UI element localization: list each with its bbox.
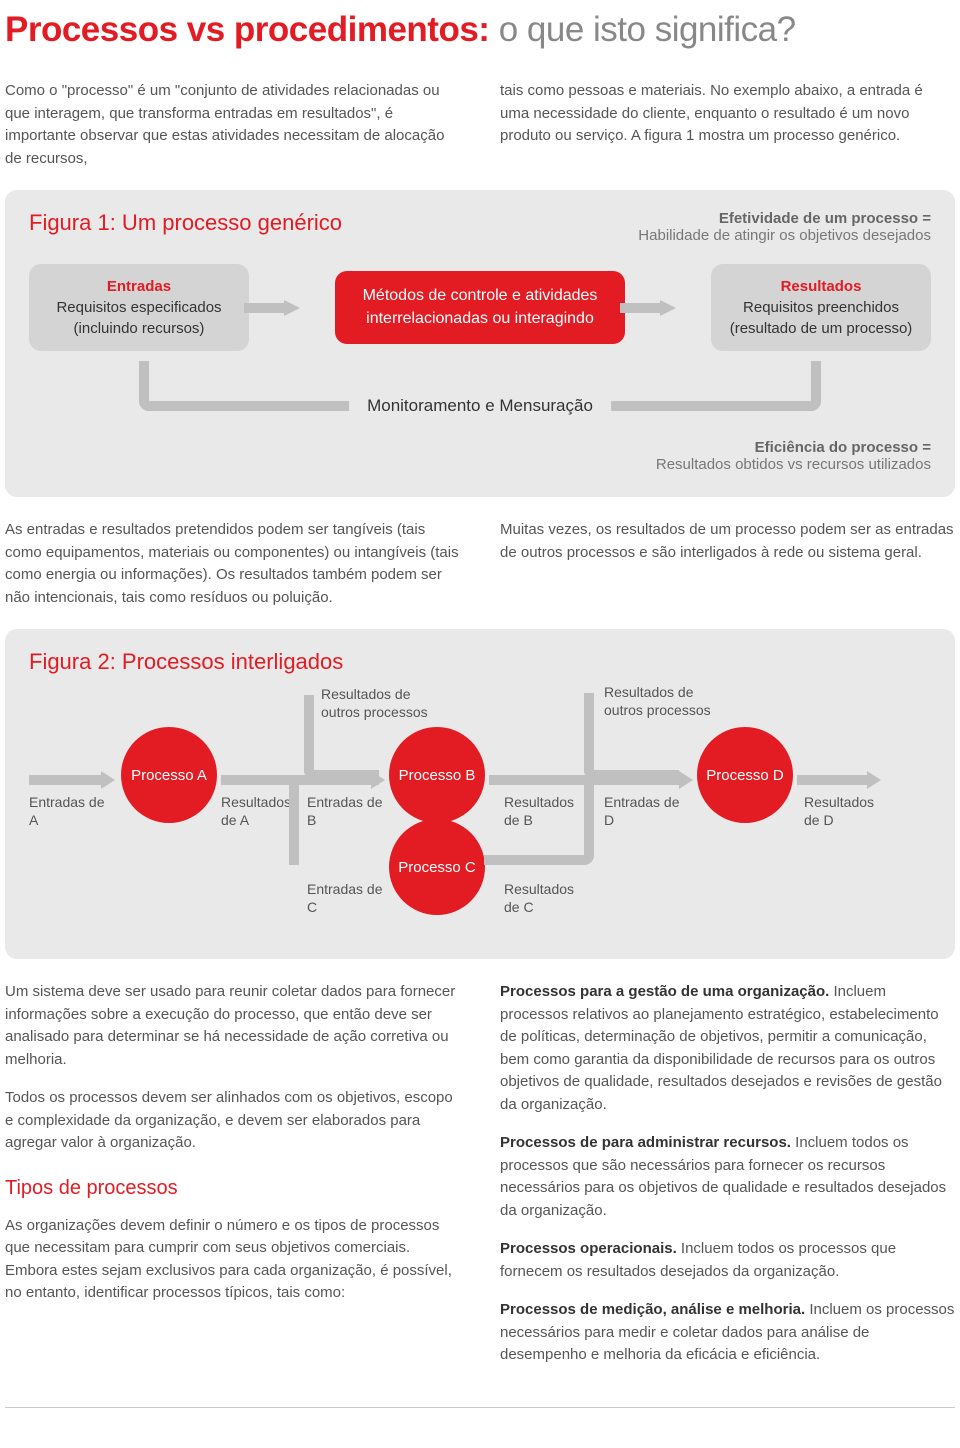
effectiveness-label: Efetividade de um processo = [638,210,931,227]
figure-1-flow: Entradas Requisitos especificados (inclu… [29,264,931,351]
figure-2-canvas: Resultados de outros processos Resultado… [29,685,931,935]
monitoring-bar: Monitoramento e Mensuração [29,351,931,421]
out-c-label: Resultados de C [504,880,589,916]
other-results-label-2: Resultados de outros processos [604,683,734,719]
inputs-header: Entradas [47,276,231,297]
in-a-label: Entradas de A [29,793,109,829]
figure-1-title: Figura 1: Um processo genérico [29,210,342,236]
body-p7: Processos de medição, análise e melhoria… [500,1299,955,1367]
effectiveness-desc: Habilidade de atingir os objetivos desej… [638,227,931,244]
title-rest: o que isto significa? [489,10,795,49]
intro-right: tais como pessoas e materiais. No exempl… [500,80,955,170]
body-p4: Processos para a gestão de uma organizaç… [500,981,955,1116]
arrow-icon [797,775,867,785]
body-p6: Processos operacionais. Incluem todos os… [500,1238,955,1283]
p4-lead: Processos para a gestão de uma organizaç… [500,983,829,1000]
section-heading-tipos: Tipos de processos [5,1173,460,1203]
intro-columns: Como o "processo" é um "conjunto de ativ… [5,80,955,170]
footer-rule [5,1407,955,1408]
other-results-label-1: Resultados de outros processos [321,685,451,721]
mid-columns: As entradas e resultados pretendidos pod… [5,519,955,609]
outputs-box: Resultados Requisitos preenchidos (resul… [711,264,931,351]
process-c-circle: Processo C [389,819,485,915]
arrow-icon [660,300,676,316]
outputs-header: Resultados [729,276,913,297]
body-p5: Processos de para administrar recursos. … [500,1132,955,1222]
mid-left: As entradas e resultados pretendidos pod… [5,519,460,609]
p7-lead: Processos de medição, análise e melhoria… [500,1301,805,1318]
inputs-box: Entradas Requisitos especificados (inclu… [29,264,249,351]
out-d-label: Resultados de D [804,793,889,829]
page-title: Processos vs procedimentos: o que isto s… [5,10,955,50]
process-d-circle: Processo D [697,727,793,823]
intro-left: Como o "processo" é um "conjunto de ativ… [5,80,460,170]
p4-text: Incluem processos relativos ao planejame… [500,983,942,1113]
figure-1: Figura 1: Um processo genérico Efetivida… [5,190,955,497]
outputs-desc: Requisitos preenchidos (resultado de um … [729,297,913,339]
body-p2: Todos os processos devem ser alinhados c… [5,1087,460,1155]
elbow-icon [289,775,379,865]
body-p1: Um sistema deve ser usado para reunir co… [5,981,460,1071]
title-red: Processos vs procedimentos: [5,10,489,49]
figure-1-effectiveness: Efetividade de um processo = Habilidade … [638,210,931,244]
arrow-icon [284,300,300,316]
mid-right: Muitas vezes, os resultados de um proces… [500,519,955,609]
in-c-label: Entradas de C [307,880,387,916]
p5-lead: Processos de para administrar recursos. [500,1134,791,1151]
body-p3: As organizações devem definir o número e… [5,1215,460,1305]
process-b-circle: Processo B [389,727,485,823]
efficiency-desc: Resultados obtidos vs recursos utilizado… [29,456,931,473]
figure-2-title: Figura 2: Processos interligados [29,649,931,675]
arrow-icon [29,775,101,785]
efficiency-label: Eficiência do processo = [29,439,931,456]
in-d-label: Entradas de D [604,793,684,829]
figure-1-efficiency: Eficiência do processo = Resultados obti… [29,439,931,473]
p6-lead: Processos operacionais. [500,1240,677,1257]
inputs-desc: Requisitos especificados (incluindo recu… [47,297,231,339]
process-a-circle: Processo A [121,727,217,823]
methods-box: Métodos de controle e atividades interre… [335,271,625,344]
figure-2: Figura 2: Processos interligados Resulta… [5,629,955,959]
monitoring-label: Monitoramento e Mensuração [349,396,611,416]
elbow-icon [484,780,594,865]
body-columns: Um sistema deve ser usado para reunir co… [5,981,955,1367]
